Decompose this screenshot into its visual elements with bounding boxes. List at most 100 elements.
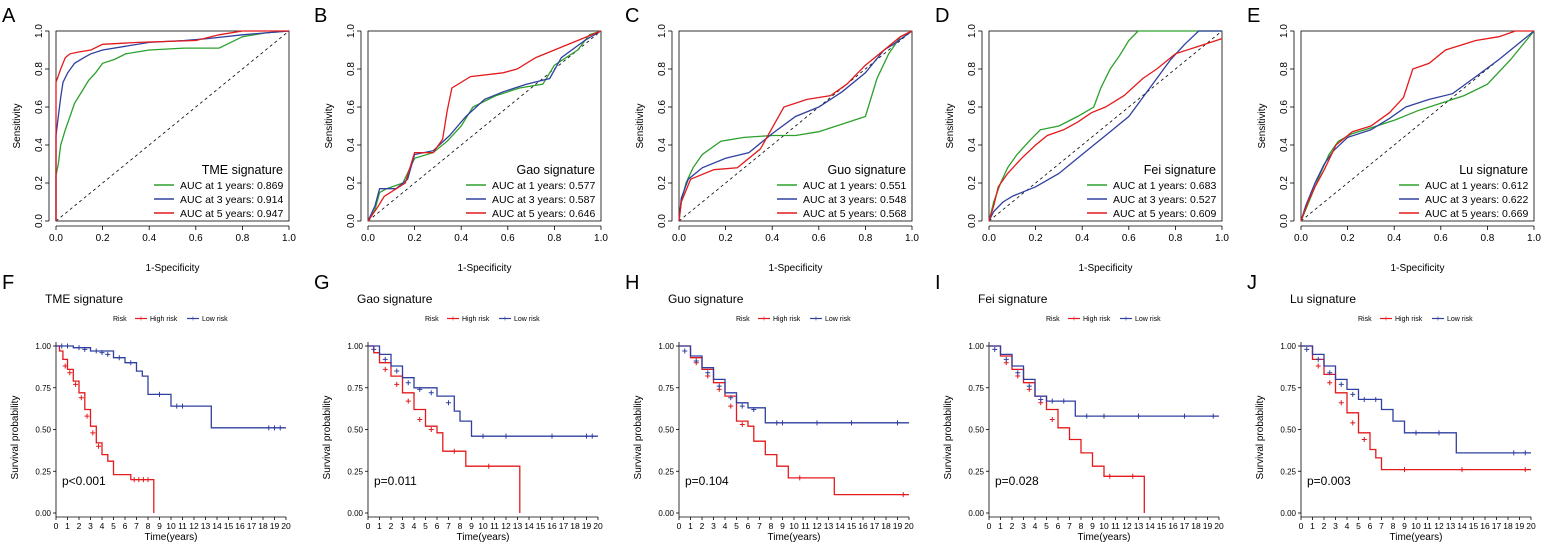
censor-mark: [1304, 346, 1310, 352]
x-tick-label: 16: [1480, 521, 1490, 531]
x-tick-label: 12: [1434, 521, 1444, 531]
censor-mark: [93, 348, 99, 354]
censor-mark: [1459, 467, 1465, 473]
plot-title: TME signature: [45, 292, 123, 306]
censor-mark: [480, 433, 486, 439]
censor-mark: [65, 343, 70, 349]
legend-entry: High risk: [1395, 316, 1423, 323]
x-tick-label: 7: [134, 521, 139, 531]
p-value-label: p=0.003: [1307, 474, 1351, 488]
panel-B: B 0.0 0.2 0.4 0.6 0.8 1.0 0.0 0.2 0.4 0.6 0.8 1.0 1-S…: [314, 5, 608, 274]
panel-letter: F: [2, 272, 14, 294]
x-tick-label: 13: [824, 521, 834, 531]
y-tick-label: 0.4: [657, 138, 668, 152]
censor-mark: [780, 420, 785, 426]
roc-curve-3: [988, 37, 1223, 222]
y-tick-label: 0.00: [1280, 509, 1296, 518]
p-value-label: p=0.028: [995, 474, 1039, 488]
x-axis-label: Time(years): [1078, 532, 1131, 543]
km-curve-low-risk: [989, 345, 1219, 417]
y-tick-label: 0.00: [968, 509, 984, 518]
roc-curve-3: [55, 30, 289, 221]
y-tick-label: 0.8: [34, 62, 45, 76]
legend-entry: High risk: [773, 316, 801, 323]
x-tick-label: 9: [1402, 521, 1407, 531]
x-tick-label: 8: [1079, 521, 1084, 531]
legend-entry: AUC at 5 years: 0.568: [803, 208, 906, 220]
y-axis-label: Survival probability: [633, 396, 644, 480]
censor-mark: [131, 477, 137, 483]
legend-swatch-cross: +: [1436, 314, 1441, 323]
y-tick-label: 0.75: [35, 384, 51, 393]
censor-mark: [739, 403, 745, 409]
x-tick-label: 17: [1180, 521, 1190, 531]
y-tick-label: 0.2: [346, 176, 357, 190]
y-tick-label: 1.0: [967, 24, 978, 38]
censor-mark: [1436, 430, 1442, 436]
y-tick-label: 0.25: [347, 467, 363, 476]
censor-mark: [84, 413, 90, 419]
roc-curve-2: [988, 30, 1222, 222]
x-tick-label: 19: [1515, 521, 1525, 531]
x-tick-label: 14: [1145, 521, 1155, 531]
censor-mark: [67, 370, 73, 376]
y-tick-label: 0.0: [346, 214, 357, 228]
x-tick-label: 3: [400, 521, 405, 531]
panel-letter: J: [1247, 272, 1257, 294]
legend-label: Risk: [736, 316, 750, 323]
y-tick-label: 0.50: [968, 426, 984, 435]
censor-mark: [751, 406, 757, 412]
censor-mark: [394, 368, 400, 374]
x-tick-label: 13: [1446, 521, 1456, 531]
censor-mark: [1136, 413, 1141, 419]
roc-curve-2: [55, 30, 290, 221]
x-tick-label: 0.2: [719, 233, 733, 244]
censor-mark: [1130, 473, 1136, 479]
x-axis-label: Time(years): [1390, 532, 1443, 543]
y-tick-label: 0.25: [1280, 467, 1296, 476]
roc-curve-2: [678, 30, 913, 222]
censor-mark: [99, 350, 105, 356]
legend-entry: AUC at 3 years: 0.548: [803, 194, 906, 206]
x-tick-label: 20: [281, 521, 291, 531]
censor-mark: [59, 343, 65, 349]
x-tick-label: 3: [88, 521, 93, 531]
legend-entry: AUC at 5 years: 0.669: [1425, 208, 1528, 220]
x-tick-label: 16: [1168, 521, 1178, 531]
y-axis-label: Survival probability: [1255, 396, 1266, 480]
x-tick-label: 1.0: [594, 233, 608, 244]
roc-curve-3: [367, 30, 602, 222]
censor-mark: [382, 356, 388, 362]
x-tick-label: 8: [146, 521, 151, 531]
x-tick-label: 9: [780, 521, 785, 531]
x-tick-label: 5: [111, 521, 116, 531]
x-tick-label: 4: [1033, 521, 1038, 531]
x-tick-label: 6: [435, 521, 440, 531]
x-tick-label: 19: [270, 521, 280, 531]
km-curve-low-risk: [679, 345, 909, 424]
y-tick-label: 0.0: [967, 214, 978, 228]
legend-entry: High risk: [1083, 316, 1111, 323]
x-tick-label: 1: [688, 521, 693, 531]
x-tick-label: 0.6: [1434, 233, 1448, 244]
x-tick-label: 19: [893, 521, 903, 531]
x-tick-label: 17: [1492, 521, 1502, 531]
y-axis-label: Survival probability: [943, 396, 954, 480]
x-tick-label: 3: [711, 521, 716, 531]
x-tick-label: 7: [757, 521, 762, 531]
x-tick-label: 7: [1067, 521, 1072, 531]
legend-swatch-cross: +: [139, 314, 144, 323]
censor-mark: [428, 390, 434, 396]
plot-frame: [988, 30, 1223, 222]
plot-title: Fei signature: [978, 292, 1048, 306]
y-tick-label: 0.00: [35, 509, 51, 518]
x-tick-label: 1: [998, 521, 1003, 531]
x-tick-label: 0.4: [454, 233, 468, 244]
x-tick-label: 19: [582, 521, 592, 531]
censor-mark: [157, 391, 162, 397]
x-tick-label: 18: [570, 521, 580, 531]
x-tick-label: 0.2: [96, 233, 110, 244]
x-tick-label: 13: [1134, 521, 1144, 531]
p-value-label: p<0.001: [62, 474, 106, 488]
censor-mark: [417, 416, 423, 422]
